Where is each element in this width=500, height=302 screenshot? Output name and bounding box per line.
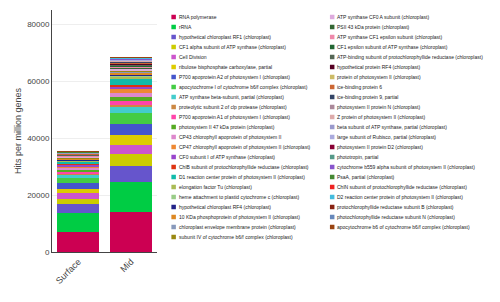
svg-text:ATP synthase beta-subunit, par: ATP synthase beta-subunit, partial (chlo…: [179, 94, 284, 100]
svg-text:Z protein of photosystem II (c: Z protein of photosystem II (chloroplast…: [337, 114, 425, 120]
svg-text:proteolytic subunit 2 of clp p: proteolytic subunit 2 of clp protease (c…: [179, 104, 287, 110]
svg-text:Hits per million genes: Hits per million genes: [13, 87, 23, 174]
svg-text:CF0 subunit I of ATP synthase: CF0 subunit I of ATP synthase (chloropla…: [179, 154, 275, 160]
svg-text:ice-binding protein 9, partial: ice-binding protein 9, partial: [337, 94, 398, 100]
svg-text:protein of photosystem II (chl: protein of photosystem II (chloroplast): [337, 74, 421, 80]
svg-text:ice-binding protein 6: ice-binding protein 6: [337, 84, 382, 90]
svg-text:40000: 40000: [27, 134, 50, 143]
svg-text:10 KDa phosphoprotein of photo: 10 KDa phosphoprotein of photosystem II …: [179, 214, 300, 220]
svg-text:apocytochrome I of cytochrome: apocytochrome I of cytochrome b6/f compl…: [179, 84, 308, 90]
svg-text:P700 apoprotein A1 of photosys: P700 apoprotein A1 of photosystem I (chl…: [179, 114, 290, 120]
svg-text:heme attachment to plastid cyt: heme attachment to plastid cytochrome c …: [179, 194, 299, 200]
svg-text:CP47 chlorophyll apoprotein of: CP47 chlorophyll apoprotein of photosyst…: [179, 144, 311, 150]
svg-text:Surface: Surface: [54, 257, 83, 286]
svg-text:photochlorophyllide reductase: photochlorophyllide reductase subunit N …: [337, 214, 455, 220]
svg-text:Mid: Mid: [118, 257, 135, 274]
svg-text:60000: 60000: [27, 77, 50, 86]
svg-text:photosystem II protein N (chlo: photosystem II protein N (chloroplast): [337, 104, 420, 110]
svg-text:ribulose bisphosphate carboxyl: ribulose bisphosphate carboxylase, parti…: [179, 64, 272, 70]
svg-text:chloroplast envelope membrane: chloroplast envelope membrane protein (c…: [179, 224, 296, 230]
svg-text:ChlB subunit of protochlorophy: ChlB subunit of protochlorophyllide redu…: [179, 164, 309, 170]
svg-text:protochlorophyllide reductase: protochlorophyllide reductase subunit B …: [337, 204, 454, 210]
svg-text:Cell Division: Cell Division: [179, 54, 207, 60]
svg-text:subunit IV of cytochrome b6/f: subunit IV of cytochrome b6/f complex (c…: [179, 234, 293, 240]
svg-text:CF1 epsilon subunit of ATP syn: CF1 epsilon subunit of ATP synthase (chl…: [337, 44, 448, 50]
svg-text:CF1 alpha subunit of ATP synth: CF1 alpha subunit of ATP synthase (chlor…: [179, 44, 286, 50]
svg-text:80000: 80000: [27, 20, 50, 29]
svg-text:0: 0: [45, 248, 50, 257]
svg-text:D1 reaction center protein of: D1 reaction center protein of photosyste…: [179, 174, 305, 180]
svg-text:hypothetical chloroplast RF4 (: hypothetical chloroplast RF4 (chloroplas…: [179, 204, 271, 210]
svg-text:rRNA: rRNA: [179, 24, 192, 30]
svg-text:large subunit of Rubisco, part: large subunit of Rubisco, partial (chlor…: [337, 134, 436, 140]
svg-text:ATP synthase CF0 A subunit (ch: ATP synthase CF0 A subunit (chloroplast): [337, 14, 429, 20]
svg-text:hypothetical protein RF4 (chlo: hypothetical protein RF4 (chloroplast): [337, 64, 420, 70]
svg-text:apocytochrome b6 of cytochrome: apocytochrome b6 of cytochrome b6/f comp…: [337, 224, 470, 230]
svg-text:20000: 20000: [27, 191, 50, 200]
svg-text:CP43 chlorophyll apoprotein of: CP43 chlorophyll apoprotein of photosyst…: [179, 134, 281, 140]
svg-text:photosystem II 47 kDa protein: photosystem II 47 kDa protein (chloropla…: [179, 124, 275, 130]
svg-text:phototropin, partial: phototropin, partial: [337, 154, 378, 160]
svg-text:ATP-binding subunit of protoch: ATP-binding subunit of protochlorophylli…: [337, 54, 483, 60]
svg-text:beta subunit of ATP synthase,: beta subunit of ATP synthase, partial (c…: [337, 124, 447, 130]
svg-text:P700 apoprotein A2 of photosys: P700 apoprotein A2 of photosystem I (chl…: [179, 74, 290, 80]
svg-text:hypothetical chloroplast RF1 (: hypothetical chloroplast RF1 (chloroplas…: [179, 34, 271, 40]
svg-text:RNA polymerase: RNA polymerase: [179, 14, 217, 20]
svg-text:D2 reaction center protein of: D2 reaction center protein of photosyste…: [337, 194, 463, 200]
svg-text:photosystem II protein D2 (chl: photosystem II protein D2 (chloroplast): [337, 144, 423, 150]
svg-text:elongation factor Tu (chloropl: elongation factor Tu (chloroplast): [179, 184, 252, 190]
svg-text:cytochrome b559 alpha subunit: cytochrome b559 alpha subunit of photosy…: [337, 164, 475, 170]
svg-text:PsaA, partial (chloroplast): PsaA, partial (chloroplast): [337, 174, 395, 180]
svg-text:ATP synthase CF1 epsilon subun: ATP synthase CF1 epsilon subunit (chloro…: [337, 34, 442, 40]
svg-text:PSII 43 kDa protein (chloropla: PSII 43 kDa protein (chloroplast): [337, 24, 410, 30]
svg-text:ChlN subunit of protochlorophy: ChlN subunit of protochlorophyllide redu…: [337, 184, 467, 190]
